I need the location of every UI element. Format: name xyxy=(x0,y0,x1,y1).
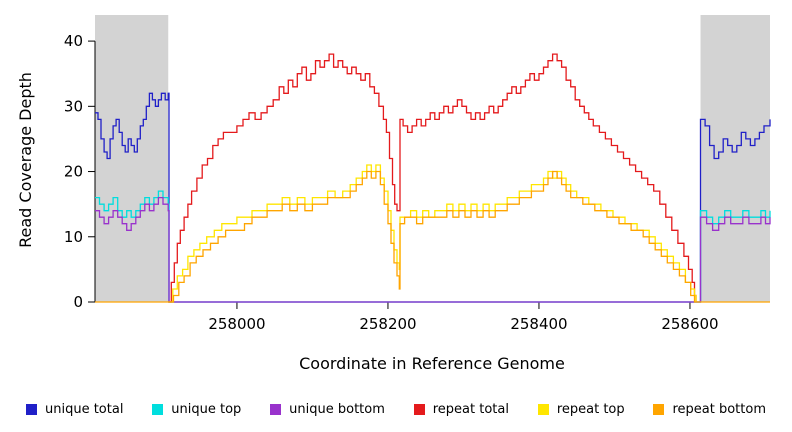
legend-item: repeat top xyxy=(537,401,625,417)
series-repeat-top xyxy=(168,164,697,303)
series-unique-total xyxy=(95,92,771,303)
y-tick-label: 0 xyxy=(73,293,83,311)
coverage-plot-svg: 258000 258200 258400 258600 0 10 20 30 40 Read C… xyxy=(16,15,771,373)
legend-item: unique top xyxy=(152,402,241,417)
masked-region xyxy=(95,15,169,302)
series-unique-top xyxy=(95,190,771,303)
legend-label: unique top xyxy=(171,401,242,417)
y-tick-label: 40 xyxy=(64,32,83,50)
legend-swatch-icon xyxy=(537,403,549,415)
y-tick-label: 30 xyxy=(64,97,83,115)
legend-swatch-icon xyxy=(653,403,665,415)
x-tick-label: 258000 xyxy=(208,315,265,333)
series-unique-bottom xyxy=(95,196,771,303)
x-axis-title: Coordinate in Reference Genome xyxy=(299,354,565,373)
x-tick-label: 258400 xyxy=(510,315,567,333)
x-tick-label: 258600 xyxy=(661,315,718,333)
series-repeat-total xyxy=(168,53,697,303)
legend-label: unique total xyxy=(45,401,124,417)
legend-label: repeat top xyxy=(556,401,625,417)
legend-swatch-icon xyxy=(152,403,164,415)
legend: unique total unique top unique bottom repea… xyxy=(0,386,792,432)
legend-item: repeat total xyxy=(413,401,509,417)
plot-layers: 258000 258200 258400 258600 0 10 20 30 40 xyxy=(64,15,771,333)
legend-label: repeat total xyxy=(432,401,509,417)
y-axis-title: Read Coverage Depth xyxy=(16,72,35,248)
y-tick-label: 10 xyxy=(64,228,83,246)
y-tick-label: 20 xyxy=(64,163,83,181)
legend-swatch-icon xyxy=(26,403,37,415)
masked-region xyxy=(700,15,770,302)
legend-swatch-icon xyxy=(270,403,282,415)
legend-label: repeat bottom xyxy=(672,401,766,417)
legend-swatch-icon xyxy=(413,403,425,415)
series-repeat-bottom xyxy=(95,170,770,303)
legend-item: repeat bottom xyxy=(653,402,766,417)
x-tick-label: 258200 xyxy=(359,315,416,333)
legend-label: unique bottom xyxy=(289,401,385,417)
legend-item: unique total xyxy=(26,402,123,417)
legend-item: unique bottom xyxy=(270,402,385,417)
